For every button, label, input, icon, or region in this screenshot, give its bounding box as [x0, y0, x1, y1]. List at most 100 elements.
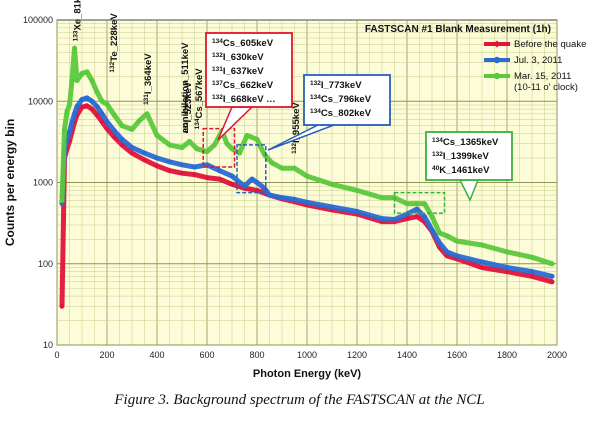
data-point: [549, 279, 555, 285]
legend-marker: [493, 72, 501, 80]
data-point: [504, 249, 510, 255]
data-point: [129, 145, 135, 150]
data-point: [179, 170, 185, 176]
data-point: [237, 150, 242, 156]
data-point: [437, 230, 442, 236]
data-point: [119, 142, 125, 148]
annotation-line: 131I_637keV: [212, 66, 264, 77]
data-point: [454, 238, 460, 244]
data-point: [329, 181, 335, 187]
annotation-box: [205, 32, 293, 108]
data-point: [269, 160, 275, 166]
peak-label-group: 133Xe_81keV: [72, 0, 83, 41]
annotation-line: 134Cs_1365keV: [432, 137, 499, 148]
annotation-region: [202, 127, 236, 168]
data-point: [204, 174, 210, 181]
data-point: [204, 149, 210, 155]
legend-marker: [493, 56, 501, 64]
data-point: [454, 253, 460, 259]
peak-label: 132I_955keV: [291, 102, 302, 154]
data-point: [104, 126, 110, 132]
data-point: [279, 195, 285, 201]
grid: [56, 20, 558, 346]
data-point: [404, 201, 410, 206]
data-point: [304, 173, 310, 179]
data-point: [422, 214, 427, 220]
annotation-1: 132I_773keV 134Cs_796keV 134Cs_802keV: [236, 74, 391, 194]
data-point: [74, 104, 80, 109]
data-point: [304, 199, 310, 205]
peak-label: 131I_364keV: [143, 53, 154, 105]
data-point: [204, 162, 210, 168]
data-point: [254, 180, 260, 185]
data-point: [59, 303, 65, 309]
data-point: [479, 264, 485, 271]
data-point: [89, 106, 95, 112]
annotation-box: [425, 131, 513, 181]
data-point: [529, 269, 535, 275]
data-point: [224, 141, 230, 147]
legend-label: Jul. 3, 2011: [514, 55, 562, 66]
data-point: [379, 195, 385, 201]
data-point: [479, 259, 485, 265]
data-point: [267, 192, 272, 198]
data-point: [292, 196, 297, 202]
data-point: [112, 128, 117, 134]
data-point: [129, 127, 135, 132]
data-point: [229, 181, 235, 187]
peak-label-group: 131I_364keV: [143, 53, 154, 105]
data-point: [279, 165, 285, 171]
data-point: [129, 150, 135, 156]
data-point: [254, 187, 260, 193]
legend-marker: [493, 40, 501, 48]
data-point: [244, 132, 250, 138]
data-point: [212, 142, 217, 148]
annotation-region: [236, 144, 267, 194]
y-tick-label: 100: [38, 259, 53, 269]
x-axis-label: Photon Energy (keV): [253, 368, 362, 380]
data-point: [429, 227, 435, 233]
data-point: [62, 127, 67, 132]
peak-label-group: 134Cs_567keV: [194, 68, 205, 130]
x-tick-label: 800: [249, 350, 264, 360]
annotation-line: 134Cs_802keV: [310, 108, 372, 119]
data-point: [99, 111, 105, 117]
data-point: [229, 173, 235, 179]
annotation-line: 134Cs_796keV: [310, 94, 372, 105]
data-point: [137, 118, 142, 123]
data-point: [112, 112, 117, 118]
x-tick-label: 0: [54, 350, 59, 360]
data-point: [392, 217, 397, 222]
data-point: [429, 214, 435, 220]
legend-label: (10-11 o' clock): [514, 82, 578, 93]
data-point: [217, 168, 222, 174]
data-point: [119, 136, 125, 142]
peak-label-group: annihilation_511keV: [180, 42, 191, 133]
peak-label: annihilation_511keV: [180, 42, 191, 133]
data-point: [141, 157, 148, 163]
data-point: [72, 45, 77, 51]
data-point: [242, 183, 247, 189]
x-tick-label: 400: [149, 350, 164, 360]
y-axis-label: Counts per energy bin: [3, 119, 17, 246]
chart-svg: 0 200 400 600 800 1000 1200 1400 1600 1800 2000 10 1…: [3, 0, 586, 380]
data-point: [167, 159, 172, 165]
annotation-line: 134Cs_605keV: [212, 38, 274, 49]
annotation-line: 132I_1399keV: [432, 151, 489, 162]
data-point: [329, 204, 335, 210]
data-point: [504, 265, 510, 270]
data-point: [89, 98, 95, 104]
data-point: [529, 273, 535, 279]
data-point: [414, 206, 420, 212]
figure-caption: Figure 3. Background spectrum of the FAS…: [114, 392, 485, 408]
data-point: [549, 273, 555, 279]
data-point: [79, 104, 85, 110]
data-point: [166, 168, 173, 174]
annotation-line: 132I_773keV: [310, 80, 362, 91]
peak-label: 134Cs_567keV: [194, 68, 205, 130]
data-point: [229, 146, 235, 152]
data-point: [154, 155, 160, 161]
data-point: [187, 139, 192, 144]
annotation-line: 40K_1461keV: [432, 165, 490, 176]
data-point: [67, 102, 72, 108]
